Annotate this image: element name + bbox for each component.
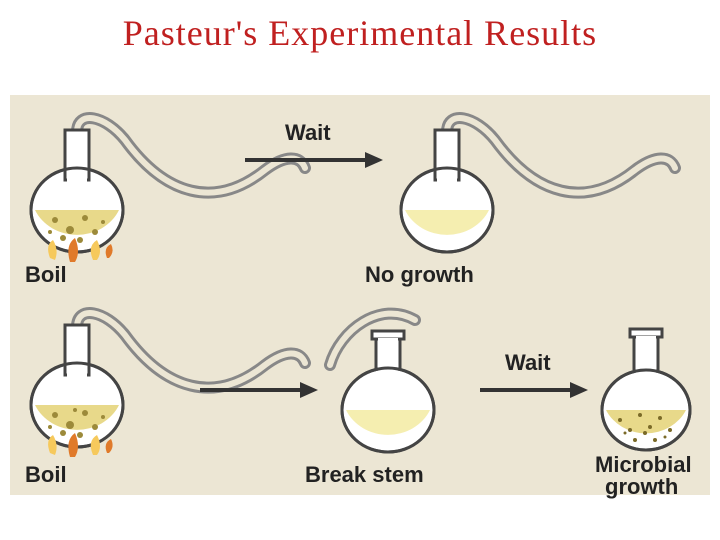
page-title: Pasteur's Experimental Results: [0, 0, 720, 54]
label-wait-1: Wait: [285, 120, 331, 146]
label-no-growth: No growth: [365, 262, 474, 288]
arrow-wait-2: [480, 380, 590, 405]
diagram-area: Boil Wait No growth Boil Break stem Wait…: [10, 90, 710, 500]
flask-no-growth: [385, 100, 685, 280]
flask-boil-1: [15, 100, 315, 280]
arrow-wait-1: [245, 150, 385, 175]
arrow-break-stem: [200, 380, 320, 405]
label-wait-2: Wait: [505, 350, 551, 376]
label-microbial-2: growth: [605, 474, 678, 500]
label-break-stem: Break stem: [305, 462, 424, 488]
label-boil-1: Boil: [25, 262, 67, 288]
label-boil-2: Boil: [25, 462, 67, 488]
flask-microbial-growth: [590, 315, 710, 475]
